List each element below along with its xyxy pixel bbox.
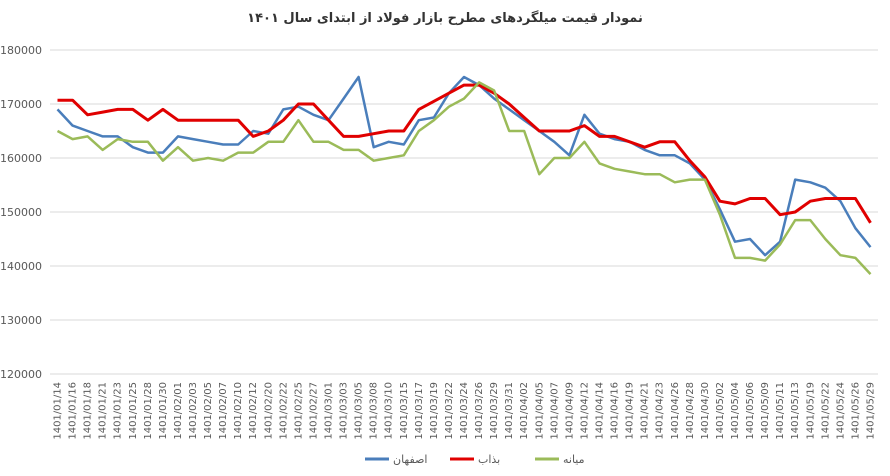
x-tick-label: 1401/01/28 [143, 382, 154, 440]
x-tick-label: 1401/02/01 [173, 382, 184, 440]
x-tick-label: 1401/03/24 [459, 382, 470, 440]
x-tick-label: 1401/03/01 [324, 382, 335, 440]
x-tick-label: 1401/05/11 [775, 382, 786, 440]
y-tick-label: 170000 [0, 98, 42, 111]
x-tick-label: 1401/04/30 [700, 382, 711, 440]
x-tick-label: 1401/02/27 [308, 382, 319, 440]
x-tick-label: 1401/04/19 [625, 382, 636, 440]
x-tick-label: 1401/02/25 [293, 382, 304, 440]
x-tick-label: 1401/03/17 [414, 382, 425, 440]
chart-title: نمودار قیمت میلگردهای مطرح بازار فولاد ا… [247, 10, 643, 26]
x-tick-label: 1401/03/19 [429, 382, 440, 440]
x-tick-label: 1401/01/25 [128, 382, 139, 440]
x-tick-label: 1401/04/23 [655, 382, 666, 440]
x-tick-label: 1401/02/20 [263, 382, 274, 440]
legend-label: بذاب [478, 453, 500, 466]
x-tick-label: 1401/04/12 [579, 382, 590, 440]
x-tick-label: 1401/03/08 [369, 382, 380, 440]
x-tick-label: 1401/04/21 [640, 382, 651, 440]
y-tick-label: 130000 [0, 314, 42, 327]
x-tick-label: 1401/04/14 [594, 382, 605, 440]
x-tick-label: 1401/05/26 [850, 382, 861, 440]
x-tick-label: 1401/05/09 [760, 382, 771, 440]
x-tick-label: 1401/01/14 [53, 382, 64, 440]
x-tick-label: 1401/04/05 [534, 382, 545, 440]
y-tick-label: 140000 [0, 260, 42, 273]
y-tick-label: 150000 [0, 206, 42, 219]
x-tick-label: 1401/02/07 [218, 382, 229, 440]
x-tick-label: 1401/01/23 [113, 382, 124, 440]
x-tick-label: 1401/05/02 [715, 382, 726, 440]
x-tick-label: 1401/04/16 [610, 382, 621, 440]
x-tick-label: 1401/01/18 [83, 382, 94, 440]
y-tick-label: 180000 [0, 44, 42, 57]
x-tick-label: 1401/04/26 [670, 382, 681, 440]
x-tick-label: 1401/05/29 [865, 382, 876, 440]
x-tick-label: 1401/03/29 [489, 382, 500, 440]
x-tick-label: 1401/03/03 [339, 382, 350, 440]
x-tick-label: 1401/05/04 [730, 382, 741, 440]
x-tick-label: 1401/03/22 [444, 382, 455, 440]
x-tick-label: 1401/01/16 [68, 382, 79, 440]
legend-label: میانه [563, 453, 585, 466]
legend-label: اصفهان [393, 453, 427, 466]
x-tick-label: 1401/03/10 [384, 382, 395, 440]
x-tick-label: 1401/02/12 [248, 382, 259, 440]
x-tick-label: 1401/05/13 [790, 382, 801, 440]
line-series [56, 75, 872, 257]
x-tick-label: 1401/01/21 [98, 382, 109, 440]
x-tick-label: 1401/03/15 [399, 382, 410, 440]
line-series [57, 83, 872, 224]
x-tick-label: 1401/04/09 [564, 382, 575, 440]
x-tick-label: 1401/02/05 [203, 382, 214, 440]
y-tick-label: 120000 [0, 368, 42, 381]
x-tick-label: 1401/03/31 [504, 382, 515, 440]
x-tick-label: 1401/03/05 [354, 382, 365, 440]
x-tick-label: 1401/04/28 [685, 382, 696, 440]
x-tick-label: 1401/05/22 [820, 382, 831, 440]
x-tick-label: 1401/04/02 [519, 382, 530, 440]
x-tick-label: 1401/02/10 [233, 382, 244, 440]
x-tick-label: 1401/04/07 [549, 382, 560, 440]
line-series [56, 81, 872, 275]
x-tick-label: 1401/02/03 [188, 382, 199, 440]
x-tick-label: 1401/02/22 [278, 382, 289, 440]
y-tick-label: 160000 [0, 152, 42, 165]
x-tick-label: 1401/03/26 [474, 382, 485, 440]
x-tick-label: 1401/05/24 [835, 382, 846, 440]
x-tick-label: 1401/01/30 [158, 382, 169, 440]
x-tick-label: 1401/05/06 [745, 382, 756, 440]
x-tick-label: 1401/05/19 [805, 382, 816, 440]
